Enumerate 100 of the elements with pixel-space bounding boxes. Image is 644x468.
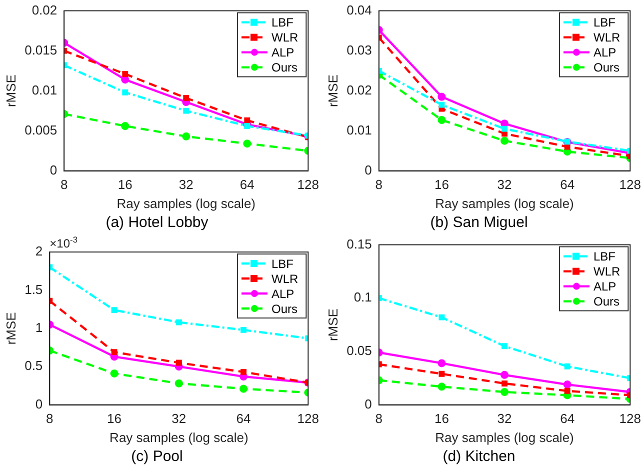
y-axis-title: rMSE [3, 312, 18, 345]
x-tick-label: 8 [375, 177, 383, 192]
x-tick-label: 32 [178, 177, 194, 192]
y-axis-title: rMSE [3, 74, 18, 108]
x-tick-label: 64 [240, 177, 254, 192]
point [183, 95, 190, 101]
y-tick-label: 0.01 [346, 122, 372, 138]
legend-label: WLR [593, 264, 620, 279]
x-tick-label: 16 [118, 177, 132, 192]
point [438, 314, 445, 320]
y-tick-label: 0 [50, 162, 58, 178]
y-axis-title: rMSE [325, 74, 340, 108]
y-tick-label: 0 [35, 396, 43, 412]
y-tick-label: 0.02 [346, 82, 372, 98]
y-tick-label: 1 [35, 320, 43, 335]
y-tick-label: 0.05 [346, 343, 372, 358]
text: (d) Kitchen [442, 448, 516, 466]
x-tick-label: 128 [619, 177, 642, 192]
point [438, 116, 446, 124]
x-tick-label: 128 [297, 411, 320, 426]
point [183, 108, 190, 114]
point [438, 370, 445, 377]
x-axis-title: Ray samples (log scale) [116, 196, 256, 211]
point [500, 388, 509, 396]
y-tick-label: 0.02 [32, 2, 58, 18]
y-tick-label: 1.5 [24, 282, 43, 297]
legend-label: WLR [271, 272, 298, 286]
x-tick-label: 64 [560, 411, 575, 426]
x-axis-title: Ray samples (log scale) [435, 430, 574, 445]
y-axis-title: rMSE [325, 308, 340, 342]
legend-label: Ours [271, 302, 298, 316]
x-tick-label: 8 [60, 177, 68, 192]
legend-label: LBF [593, 250, 616, 264]
point [176, 360, 182, 366]
y-tick-label: 0.1 [354, 290, 372, 305]
point [502, 343, 508, 350]
x-tick-label: 32 [497, 411, 512, 426]
point [111, 307, 118, 314]
point [176, 319, 182, 326]
y-tick-label: 0.03 [346, 42, 372, 58]
y-tick-label: 0.015 [24, 42, 58, 58]
point [563, 380, 572, 389]
legend-label: LBF [271, 16, 294, 30]
legend-label: Ours [593, 60, 620, 75]
x-axis-title: Ray samples (log scale) [435, 196, 574, 211]
legend-label: ALP [593, 280, 616, 294]
y-tick-label: 0.005 [24, 122, 58, 138]
point [500, 136, 509, 145]
legend-label: LBF [593, 16, 616, 30]
y-tick-label: 0.01 [32, 82, 58, 98]
y-tick-label: 0 [364, 396, 372, 412]
x-tick-label: 32 [497, 177, 512, 192]
point [240, 326, 247, 333]
point [244, 117, 250, 124]
point [502, 380, 508, 386]
point [500, 370, 509, 379]
legend-label: ALP [271, 286, 294, 301]
x-tick-label: 16 [107, 411, 122, 426]
y-tick-label: 0.04 [346, 2, 372, 18]
point [244, 123, 250, 129]
x-tick-label: 128 [297, 177, 320, 192]
x-tick-label: 16 [434, 411, 449, 426]
point [438, 102, 445, 108]
text: (c) Pool [131, 448, 183, 466]
legend-label: Ours [593, 294, 620, 309]
x-tick-label: 128 [619, 411, 642, 426]
x-tick-label: 16 [434, 177, 449, 192]
point [438, 382, 446, 391]
legend-label: WLR [271, 30, 298, 45]
point [243, 140, 252, 148]
point [111, 349, 118, 356]
x-tick-label: 8 [46, 411, 54, 426]
point [182, 132, 190, 140]
legend-label: Ours [271, 60, 298, 75]
x-tick-label: 64 [560, 177, 575, 192]
text: (a) Hotel Lobby [106, 214, 209, 232]
point [438, 92, 446, 101]
x-tick-label: 64 [236, 411, 251, 426]
point [564, 144, 570, 150]
point [122, 89, 128, 96]
y-tick-label: 0 [364, 162, 372, 178]
y-tick-label: 0.5 [24, 358, 43, 374]
x-tick-label: 8 [375, 411, 383, 426]
y-tick-label: 0.15 [346, 236, 372, 252]
point [110, 369, 118, 378]
point [564, 363, 570, 370]
text: (b) San Miguel [430, 214, 528, 232]
legend-label: WLR [593, 30, 620, 45]
x-tick-label: 32 [172, 411, 186, 426]
point [502, 126, 508, 132]
x-axis-title: Ray samples (log scale) [110, 430, 248, 445]
point [122, 71, 128, 77]
point [174, 379, 183, 388]
point [240, 384, 248, 393]
point [564, 388, 570, 394]
point [121, 122, 130, 130]
legend-label: ALP [593, 46, 616, 60]
point [438, 359, 446, 368]
y-tick-label: 2 [35, 244, 43, 259]
legend-label: LBF [271, 256, 294, 271]
